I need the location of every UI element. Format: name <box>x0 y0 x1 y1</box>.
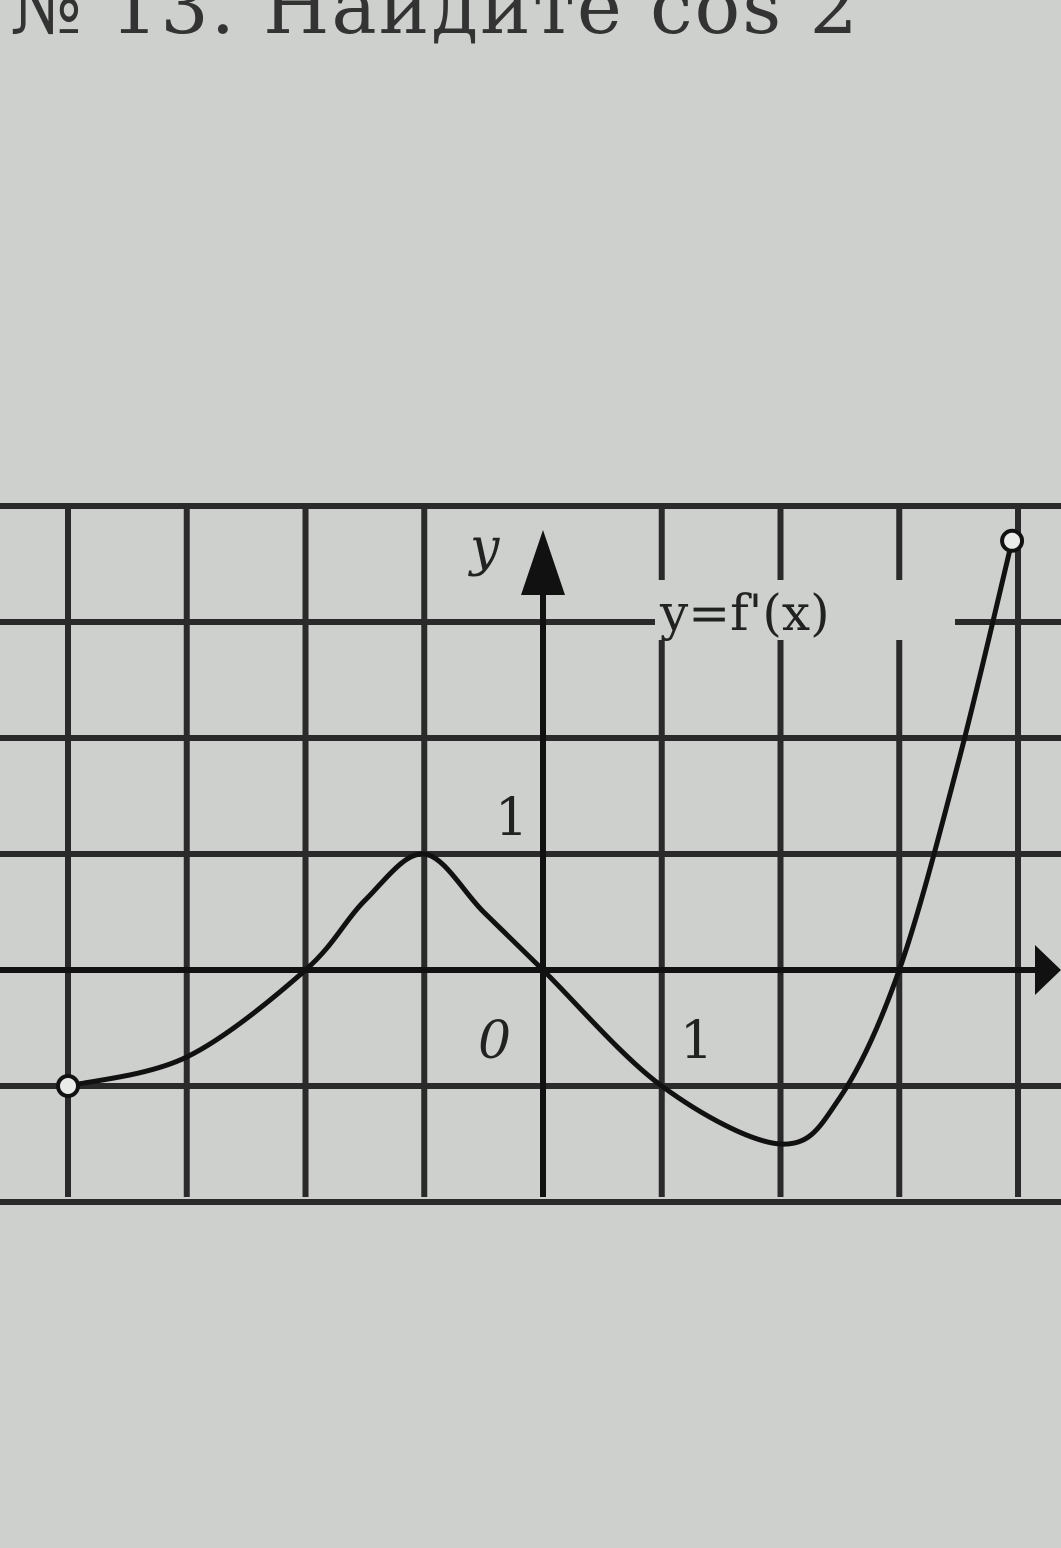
endpoints <box>56 528 1025 1098</box>
problem-heading: № 13. Найдите cos 2 <box>10 0 860 51</box>
curve-f-prime <box>67 540 1015 1147</box>
curve-label-bg <box>655 580 955 640</box>
curve-label: y=f'(x) <box>659 584 830 642</box>
origin-label: 0 <box>478 1011 511 1071</box>
axes <box>0 530 1061 1197</box>
x-axis-arrow <box>1035 945 1061 995</box>
y-axis-label: y <box>468 518 500 578</box>
end-point-open <box>1000 528 1025 553</box>
y-unit-tick-label: 1 <box>495 788 528 848</box>
y-axis-arrow <box>521 530 565 595</box>
start-point-open <box>56 1074 80 1098</box>
grid <box>0 503 1061 1205</box>
x-unit-tick-label: 1 <box>680 1011 713 1071</box>
